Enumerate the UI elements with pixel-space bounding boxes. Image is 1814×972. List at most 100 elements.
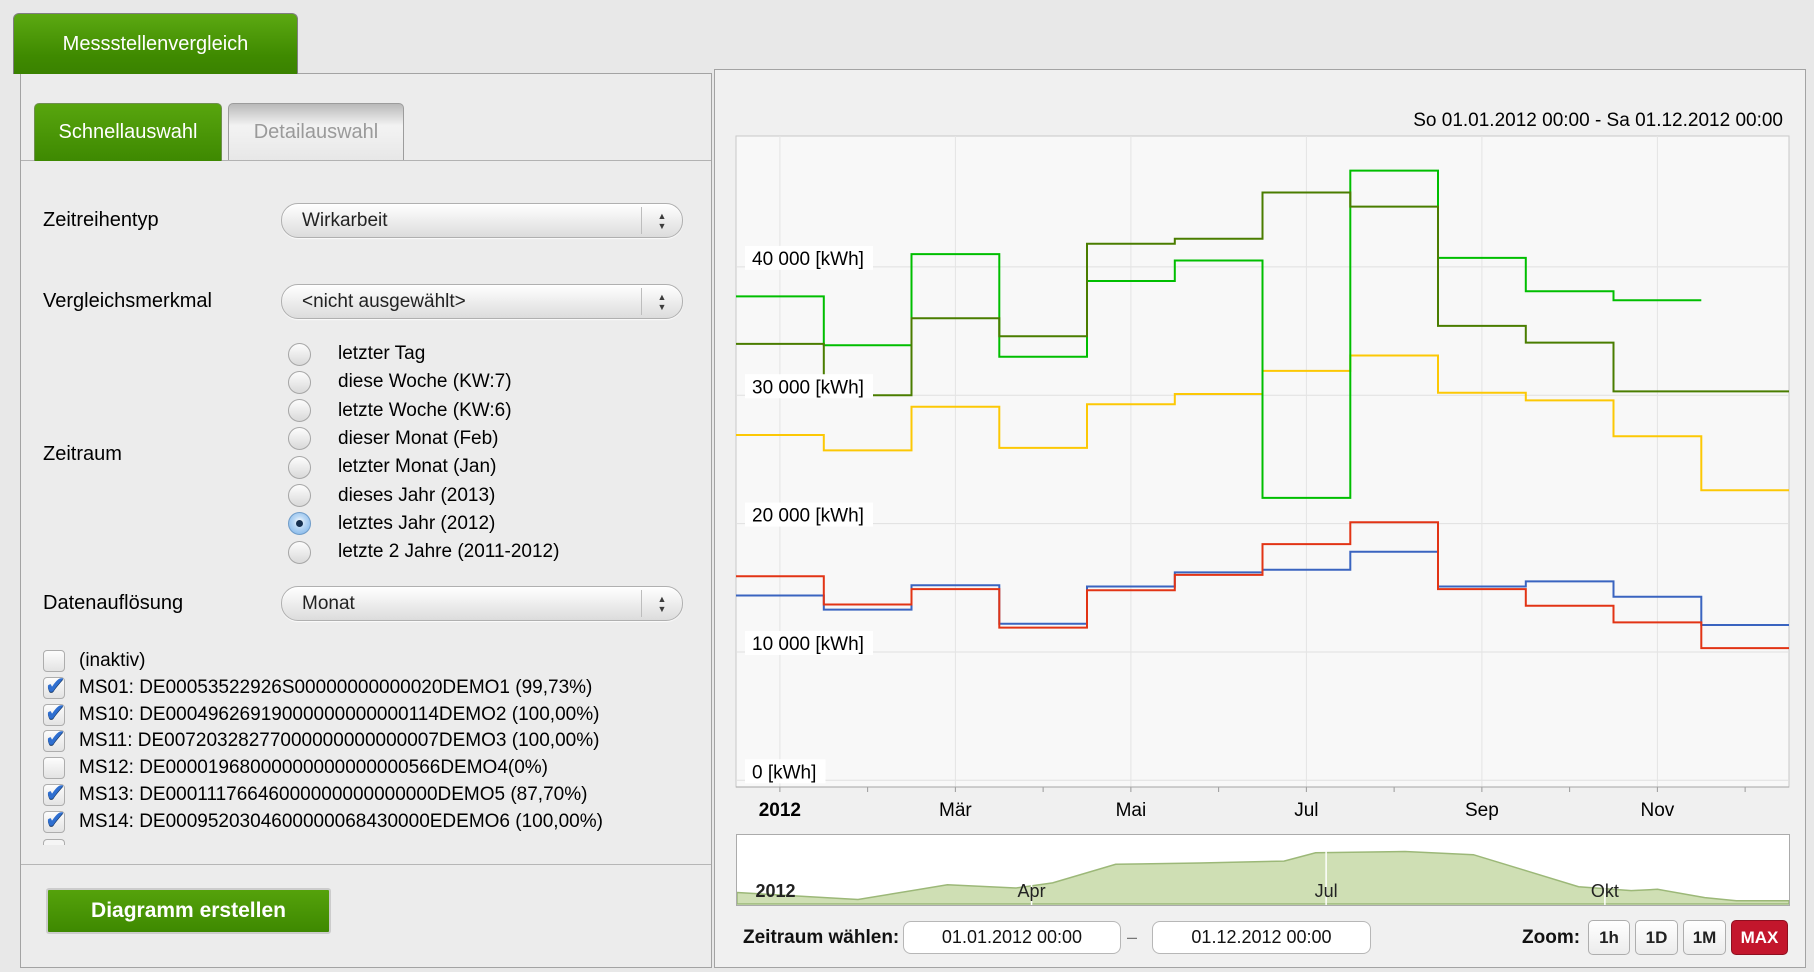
checkbox-checked-icon[interactable] — [43, 805, 66, 835]
panel-divider — [21, 864, 711, 865]
navigator[interactable]: 2012 Apr Jul Okt — [736, 834, 1790, 906]
navigator-area-chart[interactable]: 2012 Apr Jul Okt — [736, 835, 1790, 905]
radio-label: letzte Woche (KW:6) — [338, 399, 512, 421]
zoom-button-max[interactable]: MAX — [1731, 920, 1788, 955]
datenaufloesung-select[interactable]: Monat ▲ ▼ — [281, 586, 683, 621]
zoom-button-1m[interactable]: 1M — [1683, 920, 1726, 955]
zoom-button-1d[interactable]: 1D — [1635, 920, 1678, 955]
y-label-box — [745, 245, 873, 270]
checkbox-unchecked-icon[interactable] — [43, 757, 65, 780]
checkbox-checked-icon[interactable] — [43, 724, 66, 754]
station-row-4[interactable]: MS12: DE00001968000000000000000566DEMO4(… — [43, 756, 548, 780]
x-axis-label: Mär — [939, 800, 972, 821]
zeitreihentyp-value: Wirkarbeit — [302, 209, 388, 231]
station-label: MS10: DE00049626919000000000000114DEMO2 … — [79, 703, 600, 725]
chart-date-range-title: So 01.01.2012 00:00 - Sa 01.12.2012 00:0… — [1413, 110, 1783, 131]
zeitraum-option-2[interactable]: letzte Woche (KW:6) — [288, 399, 512, 423]
station-row-6[interactable]: MS14: DE0009520304600000068430000EDEMO6 … — [43, 805, 603, 835]
zeitreihentyp-select[interactable]: Wirkarbeit ▲ ▼ — [281, 203, 683, 238]
y-axis-label: 10 000 [kWh] — [752, 634, 864, 655]
range-from-input[interactable] — [903, 921, 1121, 954]
y-axis-label: 40 000 [kWh] — [752, 249, 864, 270]
navigator-label: Okt — [1591, 881, 1619, 901]
zeitraum-option-3[interactable]: dieser Monat (Feb) — [288, 427, 499, 451]
radio-unselected-icon[interactable] — [288, 540, 311, 564]
spinner-arrows-icon[interactable]: ▲ ▼ — [657, 291, 667, 312]
y-axis-label: 0 [kWh] — [752, 762, 816, 783]
station-row-3[interactable]: MS11: DE00720328277000000000000007DEMO3 … — [43, 724, 600, 754]
x-axis-label: Nov — [1640, 800, 1674, 821]
x-axis-label: 2012 — [759, 800, 801, 821]
radio-label: letztes Jahr (2012) — [338, 512, 496, 534]
station-label: MS11: DE00720328277000000000000007DEMO3 … — [79, 730, 600, 752]
radio-label: letzter Tag — [338, 343, 426, 364]
radio-label: dieses Jahr (2013) — [338, 484, 496, 506]
selection-panel: Schnellauswahl Detailauswahl Zeitreihent… — [20, 73, 712, 968]
navigator-label: 2012 — [756, 881, 796, 901]
series-line-MS10 — [736, 521, 1789, 650]
radio-unselected-icon[interactable] — [288, 455, 311, 479]
tab-divider — [21, 160, 711, 161]
range-to-input[interactable] — [1152, 921, 1371, 954]
range-label: Zeitraum wählen: — [743, 927, 900, 948]
station-row-0[interactable]: (inaktiv) — [43, 649, 146, 673]
radio-unselected-icon[interactable] — [288, 342, 311, 366]
radio-unselected-icon[interactable] — [288, 370, 311, 394]
tab-detailauswahl[interactable]: Detailauswahl — [228, 103, 404, 161]
checkbox-checked-icon[interactable] — [43, 778, 66, 808]
station-row-1[interactable]: MS01: DE00053522926S00000000000020DEMO1 … — [43, 671, 593, 701]
station-label: MS12: DE00001968000000000000000566DEMO4(… — [79, 757, 549, 779]
radio-unselected-icon[interactable] — [288, 484, 311, 507]
station-label: MS01: DE00053522926S00000000000020DEMO1 … — [79, 676, 593, 698]
station-label: MS13: DE00011176646000000000000000DEMO5 … — [79, 784, 588, 805]
spinner-arrows-icon[interactable]: ▲ ▼ — [657, 593, 667, 614]
navigator-label: Apr — [1018, 881, 1046, 901]
zoom-label: Zoom: — [1522, 927, 1581, 948]
datenaufloesung-label: Datenauflösung — [43, 592, 184, 614]
zeitraum-option-6[interactable]: letztes Jahr (2012) — [288, 512, 495, 536]
station-row-5[interactable]: MS13: DE00011176646000000000000000DEMO5 … — [43, 778, 588, 808]
y-label-box — [745, 630, 873, 655]
radio-label: letzte 2 Jahre (2011-2012) — [338, 541, 560, 563]
dropdown-separator — [641, 207, 642, 234]
y-label-box — [745, 759, 826, 784]
checkbox-checked-icon[interactable] — [43, 671, 66, 701]
main-tab-messstellenvergleich[interactable]: Messstellenvergleich — [13, 13, 298, 74]
y-label-box — [745, 374, 873, 399]
radio-label: dieser Monat (Feb) — [338, 427, 499, 449]
zeitraum-option-0[interactable]: letzter Tag — [288, 342, 425, 366]
tab-schnellauswahl[interactable]: Schnellauswahl — [34, 103, 222, 161]
checkbox-checked-icon[interactable] — [43, 698, 66, 728]
radio-unselected-icon[interactable] — [288, 427, 311, 451]
zeitreihentyp-label: Zeitreihentyp — [43, 209, 159, 231]
radio-label: diese Woche (KW:7) — [338, 371, 512, 393]
radio-label: letzter Monat (Jan) — [338, 456, 497, 478]
vergleichsmerkmal-value: <nicht ausgewählt> — [302, 290, 466, 312]
radio-selected-icon[interactable] — [288, 512, 311, 536]
zeitraum-option-7[interactable]: letzte 2 Jahre (2011-2012) — [288, 540, 559, 564]
zeitraum-option-4[interactable]: letzter Monat (Jan) — [288, 455, 496, 479]
zeitraum-option-5[interactable]: dieses Jahr (2013) — [288, 484, 495, 508]
zeitraum-label: Zeitraum — [43, 443, 122, 465]
station-row-2[interactable]: MS10: DE00049626919000000000000114DEMO2 … — [43, 698, 600, 728]
dropdown-separator — [641, 288, 642, 315]
x-axis-label: Sep — [1465, 800, 1499, 821]
x-axis-label: Jul — [1294, 800, 1318, 821]
zoom-button-1h[interactable]: 1h — [1588, 920, 1630, 955]
spinner-arrows-icon[interactable]: ▲ ▼ — [657, 210, 667, 231]
vergleichsmerkmal-select[interactable]: <nicht ausgewählt> ▲ ▼ — [281, 284, 683, 319]
x-axis-label: Mai — [1116, 800, 1147, 821]
navigator-area — [736, 850, 1790, 905]
series-line-MS14 — [736, 191, 1789, 397]
main-chart[interactable]: 0 [kWh] 10 000 [kWh] 20 000 [kWh] 30 000 [k… — [715, 70, 1807, 825]
range-separator: – — [1127, 927, 1138, 947]
navigator-label: Jul — [1315, 881, 1338, 901]
checkbox-unchecked-icon[interactable] — [43, 650, 65, 672]
radio-unselected-icon[interactable] — [288, 399, 311, 423]
y-label-box — [745, 502, 873, 527]
vergleichsmerkmal-label: Vergleichsmerkmal — [43, 290, 212, 312]
zeitraum-option-1[interactable]: diese Woche (KW:7) — [288, 370, 512, 394]
diagramm-erstellen-button[interactable]: Diagramm erstellen — [46, 888, 331, 934]
clipped-checkbox — [43, 839, 65, 845]
